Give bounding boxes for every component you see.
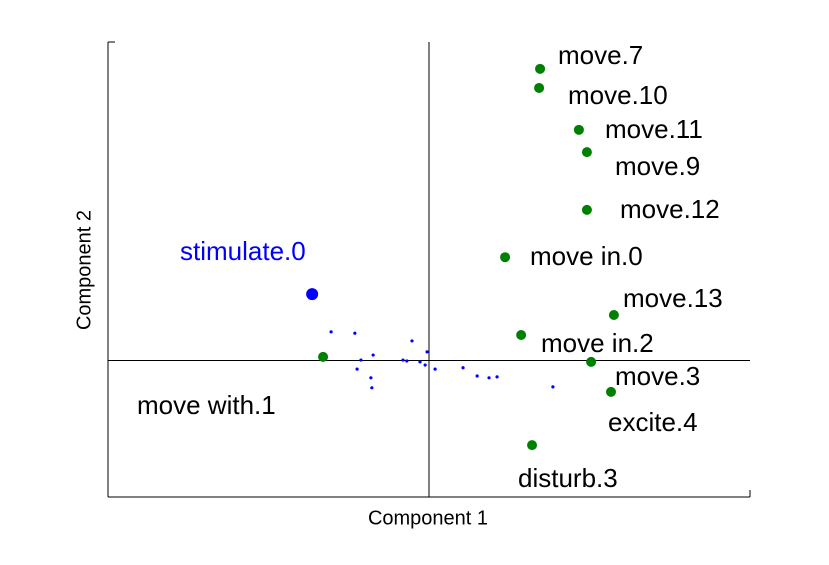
point [410, 339, 414, 343]
point [487, 376, 491, 380]
point-label: move in.2 [541, 328, 654, 358]
x-axis-label: Component 1 [368, 507, 488, 529]
point [461, 366, 465, 370]
point [500, 252, 511, 263]
point [586, 356, 597, 367]
point [306, 288, 319, 301]
point-label: move.7 [558, 40, 643, 70]
point [353, 331, 357, 335]
point [433, 367, 437, 371]
point [329, 330, 333, 334]
point [581, 147, 592, 158]
y-axis-label: Component 2 [73, 210, 95, 330]
point [495, 375, 499, 379]
point-label: move.12 [620, 194, 720, 224]
point [355, 367, 359, 371]
point-label: move.9 [615, 151, 700, 181]
point [369, 376, 373, 380]
point-label: stimulate.0 [180, 236, 306, 266]
point [551, 385, 555, 389]
point-label: disturb.3 [518, 463, 618, 493]
point [401, 358, 405, 362]
point [608, 310, 619, 320]
point [370, 386, 374, 390]
point-label: move.11 [605, 114, 703, 144]
point [527, 440, 538, 451]
point [425, 350, 429, 354]
point [418, 360, 422, 364]
point-label: move.13 [623, 283, 723, 313]
point [534, 82, 545, 93]
point [423, 363, 427, 367]
point [581, 204, 592, 215]
point [475, 374, 479, 378]
point-label: move with.1 [137, 390, 276, 420]
point [535, 63, 546, 74]
point-label: move.3 [615, 361, 700, 391]
point-label: move in.0 [530, 241, 643, 271]
point-label: excite.4 [608, 407, 698, 437]
point [516, 330, 527, 341]
point-label: move.10 [568, 80, 668, 110]
point [318, 351, 329, 362]
point [573, 124, 584, 135]
point [371, 353, 375, 357]
point [405, 359, 409, 363]
point [359, 358, 363, 362]
point [606, 386, 617, 397]
